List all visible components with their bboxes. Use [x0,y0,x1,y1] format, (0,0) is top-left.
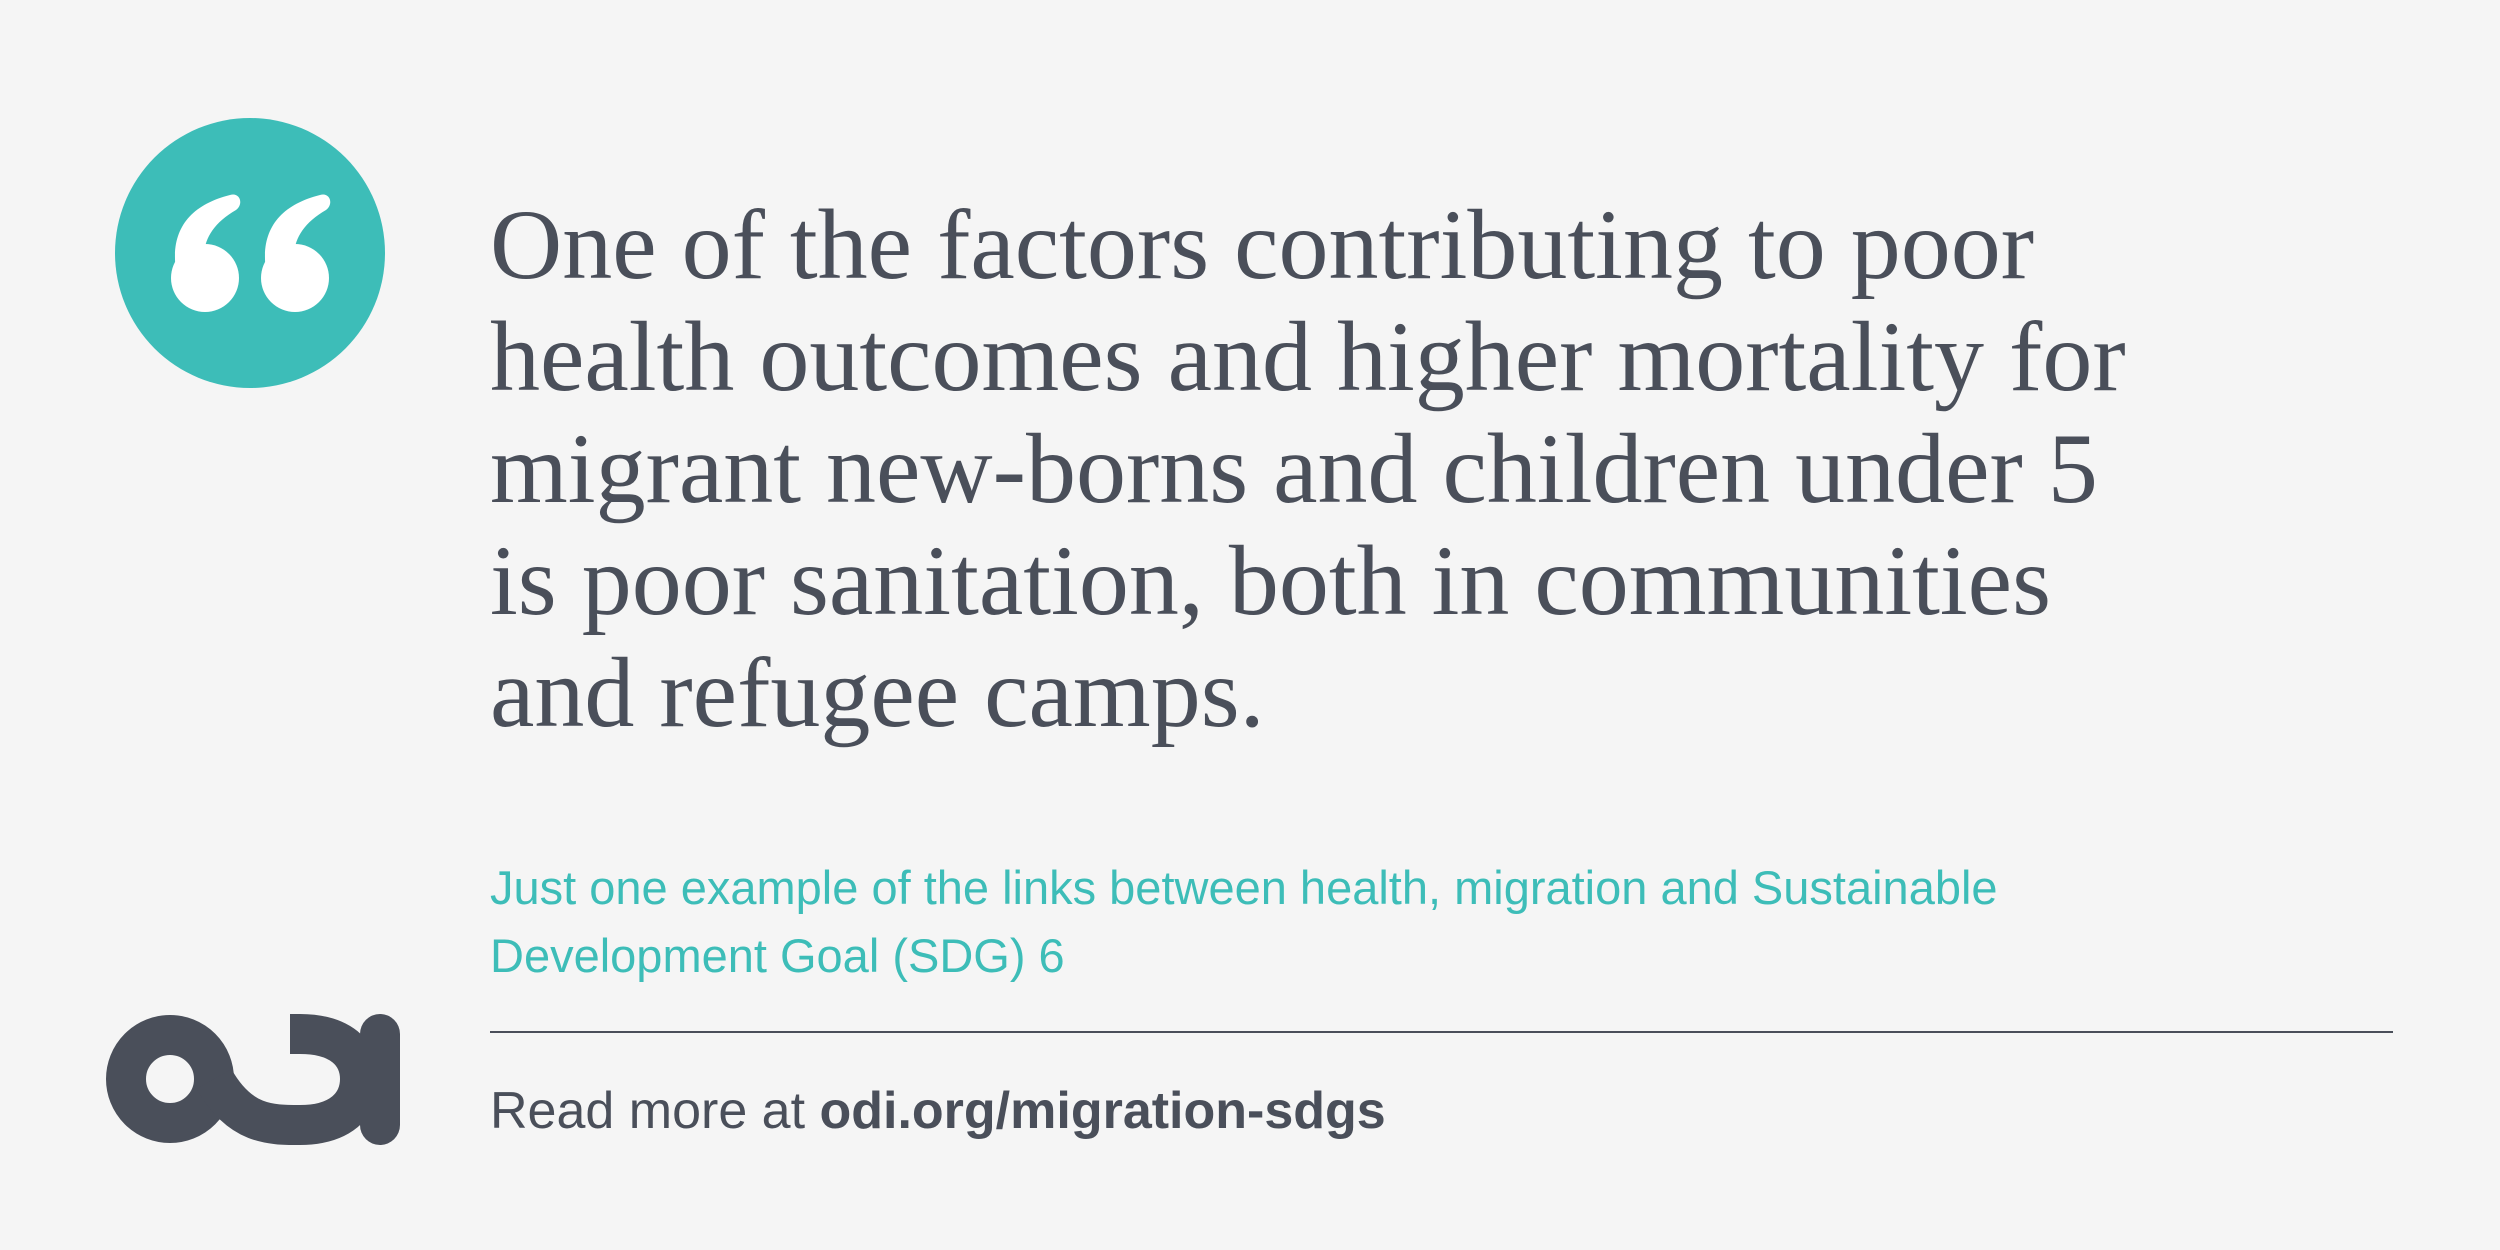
quote-line: migrant new-borns and children under 5 [490,413,2098,524]
caption-line: Just one example of the links between he… [490,861,1998,914]
quote-line: One of the factors contributing to poor [490,189,2034,300]
odi-logo [106,1014,400,1146]
caption-line: Development Goal (SDG) 6 [490,929,1065,982]
caption-text: Just one example of the links between he… [490,861,1998,982]
quote-icon [115,118,385,388]
quote-line: is poor sanitation, both in communities [490,525,2051,636]
quote-text: One of the factors contributing to poorh… [490,189,2126,748]
quote-line: and refugee camps. [490,637,1265,748]
quote-marks [171,194,331,312]
footer-link[interactable]: odi.org/migration-sdgs [820,1082,1386,1140]
footer-prefix: Read more at [490,1082,806,1140]
footer: Read more at odi.org/migration-sdgs [490,1082,1386,1140]
quote-line: health outcomes and higher mortality for [490,301,2126,412]
